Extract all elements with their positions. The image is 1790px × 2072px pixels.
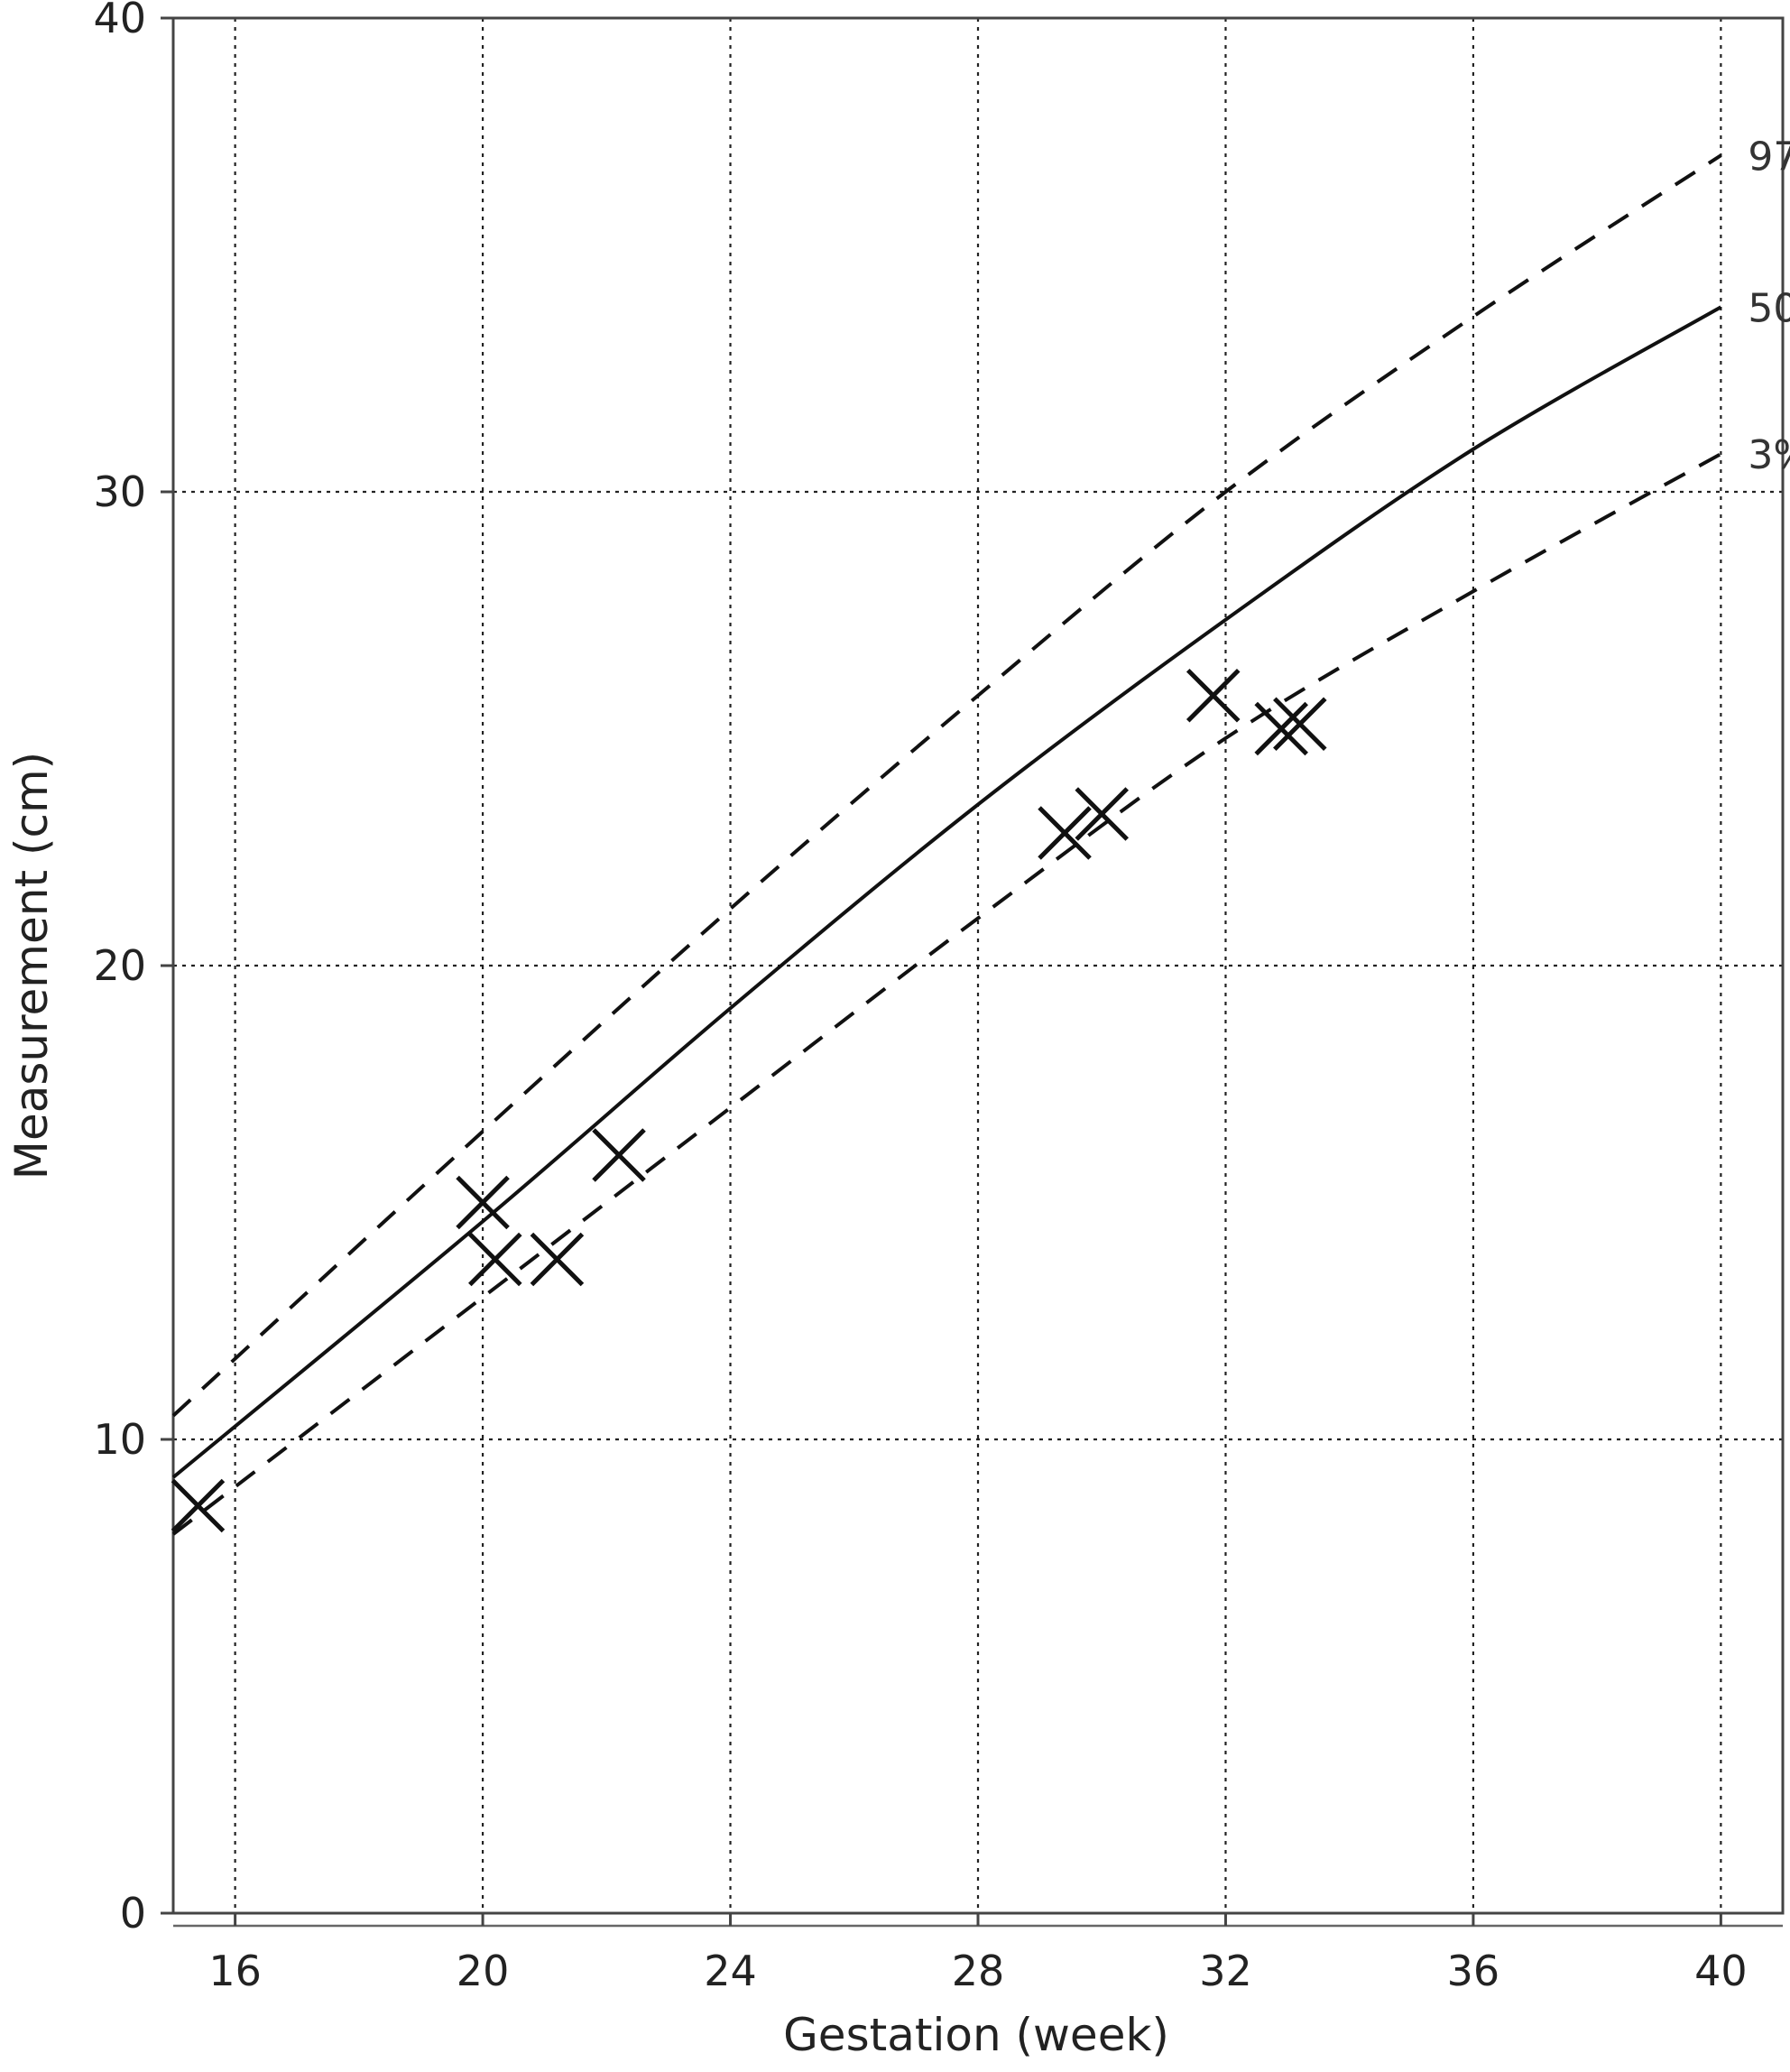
y-axis-title: Measurement (cm) bbox=[5, 752, 58, 1179]
measurement-points bbox=[171, 668, 1327, 1533]
labels: 97% 50% 3% bbox=[1748, 134, 1790, 478]
marker-stroke bbox=[530, 1232, 585, 1287]
measurement-marker bbox=[592, 1128, 646, 1182]
curve-label-50pct: 50% bbox=[1748, 285, 1790, 331]
axes: 0 10 20 30 40 16 20 24 28 32 36 40 bbox=[93, 0, 1785, 1995]
curve-97pct bbox=[171, 153, 1722, 1418]
x-tick-label: 32 bbox=[1199, 1947, 1252, 1995]
measurement-marker bbox=[1075, 787, 1129, 841]
measurement-marker bbox=[1254, 701, 1308, 756]
measurement-marker bbox=[530, 1232, 585, 1287]
marker-stroke bbox=[1038, 806, 1092, 860]
y-tick-label: 10 bbox=[93, 1415, 146, 1464]
measurement-marker bbox=[1038, 806, 1092, 860]
curve-50pct bbox=[171, 305, 1722, 1479]
marker-stroke bbox=[1273, 697, 1327, 752]
y-tick-label: 40 bbox=[93, 0, 146, 42]
x-tick-label: 24 bbox=[704, 1947, 757, 1995]
marker-stroke bbox=[1186, 668, 1241, 723]
marker-stroke bbox=[171, 1478, 226, 1533]
marker-stroke bbox=[1075, 787, 1129, 841]
grid-lines bbox=[173, 18, 1783, 1913]
measurement-marker bbox=[1273, 697, 1327, 752]
y-tick-label: 30 bbox=[93, 467, 146, 516]
curve-label-97pct: 97% bbox=[1748, 134, 1790, 180]
marker-stroke bbox=[1254, 701, 1308, 756]
x-tick-label: 40 bbox=[1694, 1947, 1748, 1995]
percentile-curves bbox=[171, 153, 1722, 1536]
y-tick-label: 20 bbox=[93, 941, 146, 990]
x-tick-label: 28 bbox=[952, 1947, 1005, 1995]
curve-label-3pct: 3% bbox=[1748, 432, 1790, 478]
measurement-marker bbox=[1186, 668, 1241, 723]
marker-stroke bbox=[592, 1128, 646, 1182]
measurement-marker bbox=[468, 1232, 522, 1287]
marker-stroke bbox=[468, 1232, 522, 1287]
curve-3pct bbox=[171, 452, 1722, 1536]
x-axis-title: Gestation (week) bbox=[783, 2009, 1169, 2061]
x-tick-label: 36 bbox=[1447, 1947, 1500, 1995]
marker-stroke bbox=[456, 1175, 510, 1230]
measurement-marker bbox=[171, 1478, 226, 1533]
x-tick-label: 20 bbox=[457, 1947, 510, 1995]
measurement-marker bbox=[456, 1175, 510, 1230]
x-tick-label: 16 bbox=[208, 1947, 262, 1995]
y-tick-label: 0 bbox=[120, 1889, 146, 1938]
